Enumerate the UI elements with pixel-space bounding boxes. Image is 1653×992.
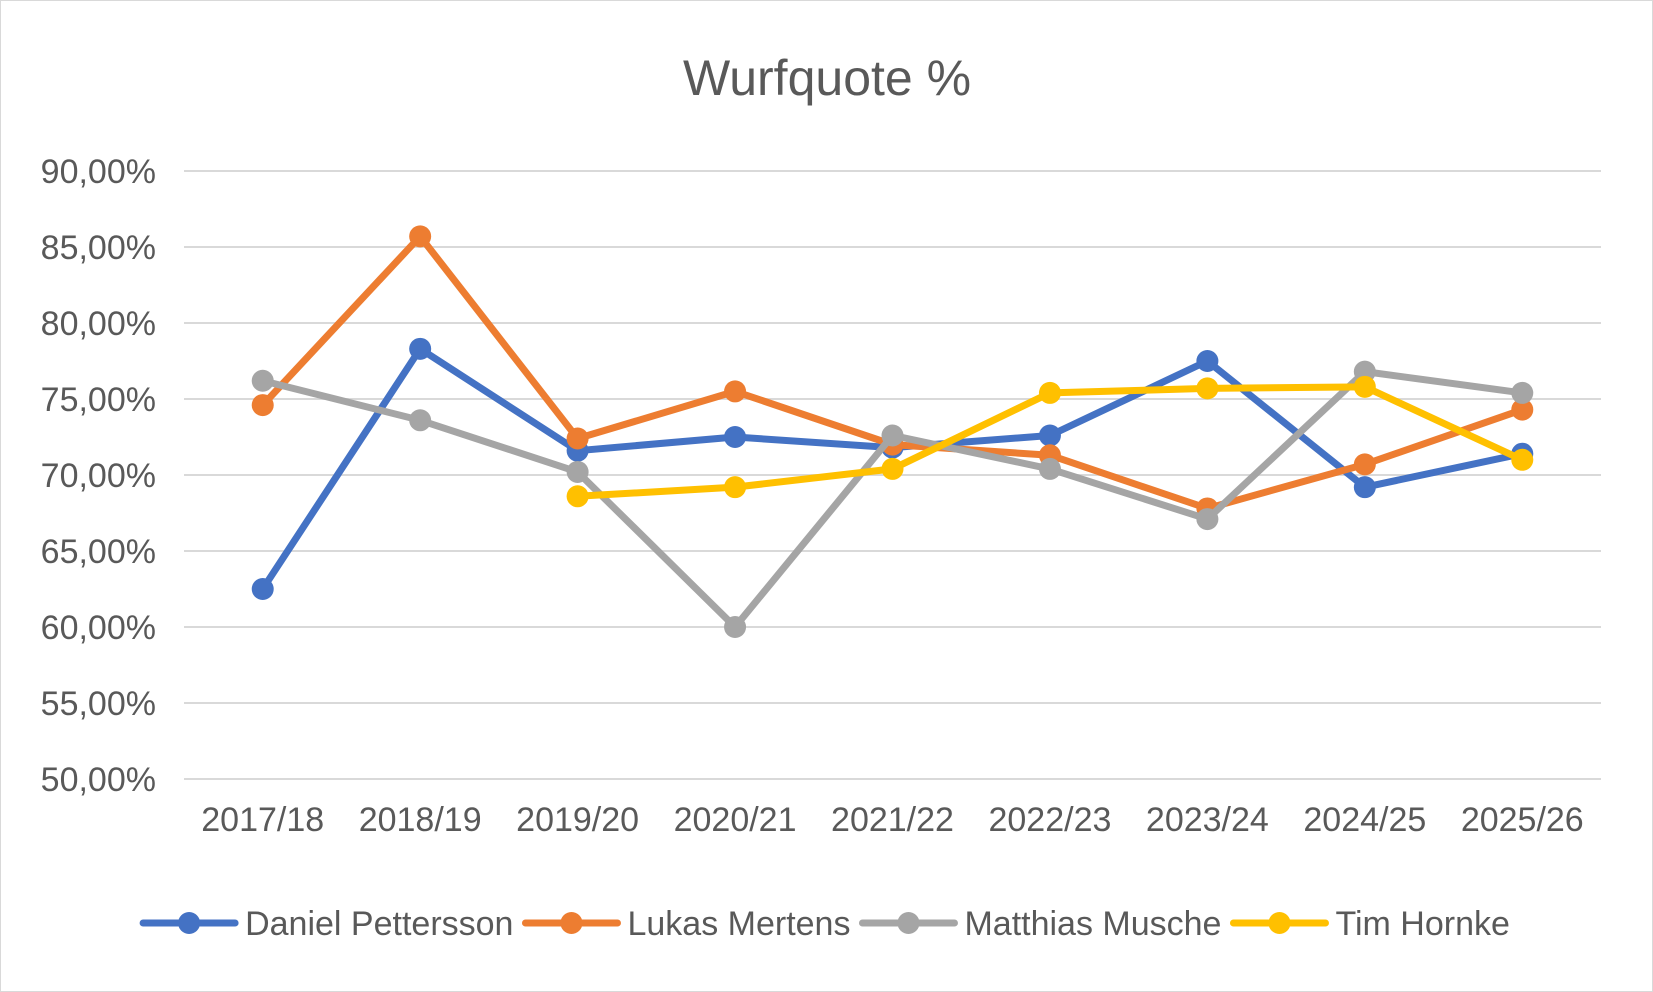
legend-swatch-marker (897, 912, 920, 934)
data-point (566, 485, 589, 508)
data-point (1196, 508, 1219, 531)
data-point (881, 457, 904, 480)
data-point (1196, 350, 1219, 372)
legend-label: Matthias Musche (964, 905, 1221, 943)
data-point (724, 476, 747, 499)
x-tick-label: 2024/25 (1303, 801, 1426, 839)
y-tick-label: 65,00% (41, 533, 156, 571)
data-point (1196, 377, 1219, 400)
data-point (724, 616, 747, 638)
series-line (259, 368, 1526, 631)
data-point (1511, 398, 1534, 421)
y-tick-label: 70,00% (41, 457, 156, 495)
legend-item: Matthias Musche (858, 905, 1221, 943)
x-tick-label: 2025/26 (1461, 801, 1584, 839)
data-point (251, 369, 274, 392)
x-tick-label: 2021/22 (831, 801, 954, 839)
x-tick-label: 2019/20 (516, 801, 639, 839)
legend: Daniel Pettersson Lukas Mertens Matthias M… (139, 905, 1510, 943)
series-3 (566, 375, 1534, 508)
chart-title: Wurfquote % (683, 50, 971, 106)
legend-swatch-marker (1268, 912, 1291, 934)
y-axis-tick-labels: 50,00% 55,00% 60,00% 65,00% 70,00% 75,00% 80,0… (41, 153, 156, 799)
y-tick-label: 90,00% (41, 153, 156, 191)
y-tick-label: 75,00% (41, 381, 156, 419)
data-point (724, 426, 747, 448)
data-point (1353, 375, 1376, 398)
y-tick-label: 85,00% (41, 229, 156, 267)
x-tick-label: 2022/23 (988, 801, 1111, 839)
data-point (724, 380, 747, 403)
x-tick-label: 2018/19 (359, 801, 482, 839)
data-point (1038, 381, 1061, 404)
legend-label: Daniel Pettersson (245, 905, 513, 943)
data-point (1511, 381, 1534, 404)
x-tick-label: 2023/24 (1146, 801, 1269, 839)
data-point (881, 424, 904, 447)
y-tick-label: 80,00% (41, 305, 156, 343)
data-point (1511, 448, 1534, 471)
y-tick-label: 60,00% (41, 609, 156, 647)
data-point (566, 460, 589, 483)
data-point (251, 578, 274, 600)
data-point (1353, 453, 1376, 476)
y-tick-label: 50,00% (41, 761, 156, 799)
y-tick-label: 55,00% (41, 685, 156, 723)
x-tick-label: 2020/21 (674, 801, 797, 839)
data-point (1038, 457, 1061, 480)
data-point (251, 394, 274, 417)
data-point (1353, 476, 1376, 499)
x-axis-tick-labels: 2017/18 2018/19 2019/20 2020/21 2021/22 2022/… (201, 801, 1583, 839)
data-point (409, 337, 432, 360)
x-tick-label: 2017/18 (201, 801, 324, 839)
legend-item: Lukas Mertens (521, 905, 850, 943)
data-point (566, 427, 589, 450)
data-point (1353, 360, 1376, 383)
legend-swatch-marker (178, 912, 201, 934)
legend-label: Lukas Mertens (627, 905, 850, 943)
data-point (409, 409, 432, 432)
legend-label: Tim Hornke (1335, 905, 1509, 943)
legend-swatch-marker (560, 912, 583, 934)
legend-item: Daniel Pettersson (139, 905, 513, 943)
series-2 (251, 360, 1534, 638)
series-layer (251, 225, 1534, 638)
data-point (409, 225, 432, 248)
data-point (1038, 424, 1061, 447)
legend-item: Tim Hornke (1229, 905, 1510, 943)
